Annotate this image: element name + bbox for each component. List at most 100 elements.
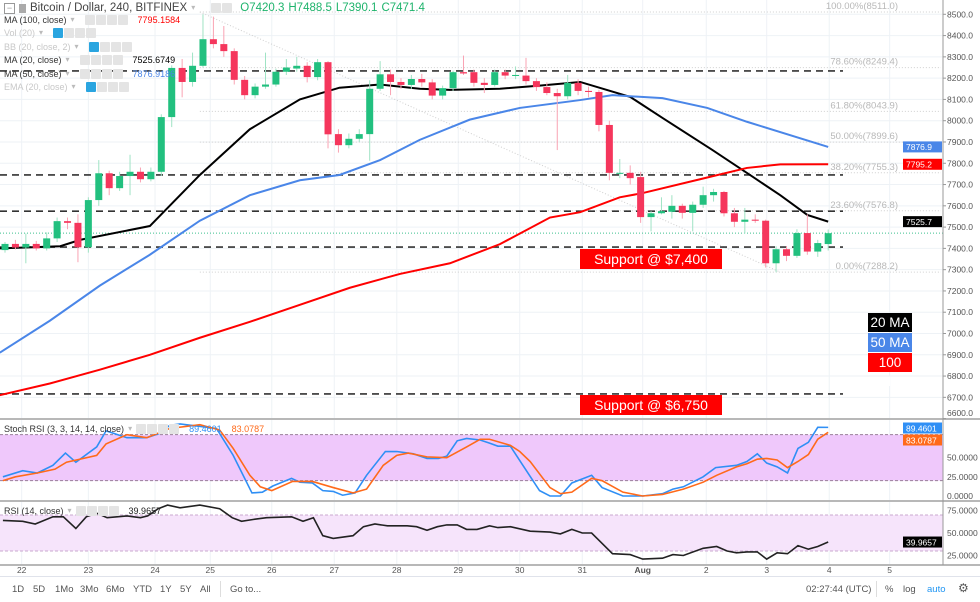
close-icon[interactable] xyxy=(169,424,180,434)
eye-icon[interactable] xyxy=(53,28,64,39)
range-5d[interactable]: 5D xyxy=(33,584,46,595)
chevron-down-icon[interactable]: ▾ xyxy=(74,41,79,51)
candle-body xyxy=(762,220,770,264)
gear-icon[interactable] xyxy=(64,28,75,39)
candle-body xyxy=(574,82,582,91)
date-tick-label: 3 xyxy=(764,565,769,575)
stoch-rsi-legend: Stoch RSI (3, 3, 14, 14, close) ▾ 89.460… xyxy=(4,423,264,435)
chevron-down-icon[interactable]: ▾ xyxy=(65,55,70,65)
stoch-rsi-title[interactable]: Stoch RSI (3, 3, 14, 14, close) xyxy=(4,424,125,434)
range-ytd[interactable]: YTD xyxy=(133,584,152,595)
symbol-legend: − Bitcoin / Dollar, 240, BITFINEX ▾ O742… xyxy=(4,1,425,15)
candle-body xyxy=(803,233,811,252)
candle-body xyxy=(251,86,259,96)
eye-icon[interactable] xyxy=(84,15,95,25)
indicator-title[interactable]: MA (100, close) xyxy=(4,15,67,25)
range-6mo[interactable]: 6Mo xyxy=(106,584,125,595)
range-1y[interactable]: 1Y xyxy=(160,584,172,595)
candle-body xyxy=(470,72,478,83)
indicator-title[interactable]: Vol (20) xyxy=(4,28,36,39)
gear-icon[interactable] xyxy=(99,41,110,52)
indicator-title[interactable]: EMA (20, close) xyxy=(4,82,68,92)
eye-icon[interactable] xyxy=(211,3,222,13)
chevron-down-icon[interactable]: ▾ xyxy=(71,82,76,91)
candle-body xyxy=(741,219,749,222)
gear-icon[interactable] xyxy=(90,68,101,79)
eye-icon[interactable] xyxy=(75,506,86,516)
plus-icon[interactable] xyxy=(158,424,169,434)
close-icon[interactable] xyxy=(112,68,123,79)
close-icon[interactable] xyxy=(121,41,132,52)
range-all[interactable]: All xyxy=(200,584,211,595)
fib-level-label: 23.60%(7576.8) xyxy=(830,200,898,211)
chevron-down-icon[interactable]: ▾ xyxy=(67,506,72,515)
indicator-title[interactable]: MA (50, close) xyxy=(4,68,62,79)
gear-icon[interactable] xyxy=(147,424,158,434)
range-1d[interactable]: 1D xyxy=(12,584,25,595)
goto-button[interactable]: Go to... xyxy=(230,584,262,595)
plus-icon[interactable] xyxy=(97,506,108,516)
candle-body xyxy=(376,74,384,89)
close-icon[interactable] xyxy=(108,506,119,516)
rsi-title[interactable]: RSI (14, close) xyxy=(4,506,64,516)
eye-icon[interactable] xyxy=(85,82,96,92)
gear-icon[interactable]: ⚙ xyxy=(958,581,969,595)
candle-body xyxy=(324,62,332,135)
chevron-down-icon[interactable]: ▾ xyxy=(39,28,44,38)
chevron-down-icon[interactable]: ▾ xyxy=(70,15,75,24)
rsi-line xyxy=(2,504,829,561)
indicator-title[interactable]: MA (20, close) xyxy=(4,55,62,66)
chevron-down-icon[interactable]: ▾ xyxy=(191,3,196,12)
gear-icon[interactable] xyxy=(222,3,233,13)
plus-icon[interactable] xyxy=(110,41,121,52)
chevron-down-icon[interactable]: ▾ xyxy=(65,68,70,78)
high-value: H7488.5 xyxy=(288,2,332,14)
indicator-title[interactable]: BB (20, close, 2) xyxy=(4,41,71,52)
gear-icon[interactable] xyxy=(96,82,107,92)
collapse-icon[interactable]: − xyxy=(4,2,15,14)
candle-body xyxy=(449,72,457,89)
clock-time[interactable]: 02:27:44 (UTC) xyxy=(806,584,872,595)
eye-icon[interactable] xyxy=(136,424,147,434)
price-tick-label: 7400.0 xyxy=(947,243,973,253)
candle-body xyxy=(387,74,395,82)
stoch-band xyxy=(0,434,943,481)
close-icon[interactable] xyxy=(117,15,128,25)
percent-toggle[interactable]: % xyxy=(885,584,894,595)
gear-icon[interactable] xyxy=(95,15,106,25)
rsi-value-tag-label: 39.9657 xyxy=(906,537,937,547)
candle-body xyxy=(199,39,207,66)
plus-icon[interactable] xyxy=(101,55,112,66)
eye-icon[interactable] xyxy=(79,55,90,66)
price-tag-label: 7525.7 xyxy=(906,217,932,227)
price-tick-label: 6800.0 xyxy=(947,371,973,381)
candle-body xyxy=(637,177,645,218)
fib-level-label: 50.00%(7899.6) xyxy=(830,131,898,142)
eye-icon[interactable] xyxy=(88,41,99,52)
candle-body xyxy=(512,74,520,77)
close-icon[interactable] xyxy=(112,55,123,66)
auto-toggle[interactable]: auto xyxy=(927,584,946,595)
close-icon[interactable] xyxy=(86,28,97,39)
range-1mo[interactable]: 1Mo xyxy=(55,584,74,595)
candle-body xyxy=(220,44,228,52)
plus-icon[interactable] xyxy=(107,82,118,92)
support-7400-label: Support @ $7,400 xyxy=(580,249,722,269)
plus-icon[interactable] xyxy=(106,15,117,25)
close-value: C7471.4 xyxy=(381,2,425,14)
symbol-title[interactable]: Bitcoin / Dollar, 240, BITFINEX xyxy=(30,2,188,14)
candle-body xyxy=(64,221,72,223)
range-3mo[interactable]: 3Mo xyxy=(80,584,99,595)
close-icon[interactable] xyxy=(118,82,129,92)
log-toggle[interactable]: log xyxy=(903,584,916,595)
range-5y[interactable]: 5Y xyxy=(180,584,192,595)
chevron-down-icon[interactable]: ▾ xyxy=(128,424,133,433)
candle-body xyxy=(84,200,92,248)
eye-icon[interactable] xyxy=(79,68,90,79)
plus-icon[interactable] xyxy=(75,28,86,39)
price-tick-label: 7300.0 xyxy=(947,265,973,275)
plus-icon[interactable] xyxy=(101,68,112,79)
gear-icon[interactable] xyxy=(90,55,101,66)
gear-icon[interactable] xyxy=(86,506,97,516)
